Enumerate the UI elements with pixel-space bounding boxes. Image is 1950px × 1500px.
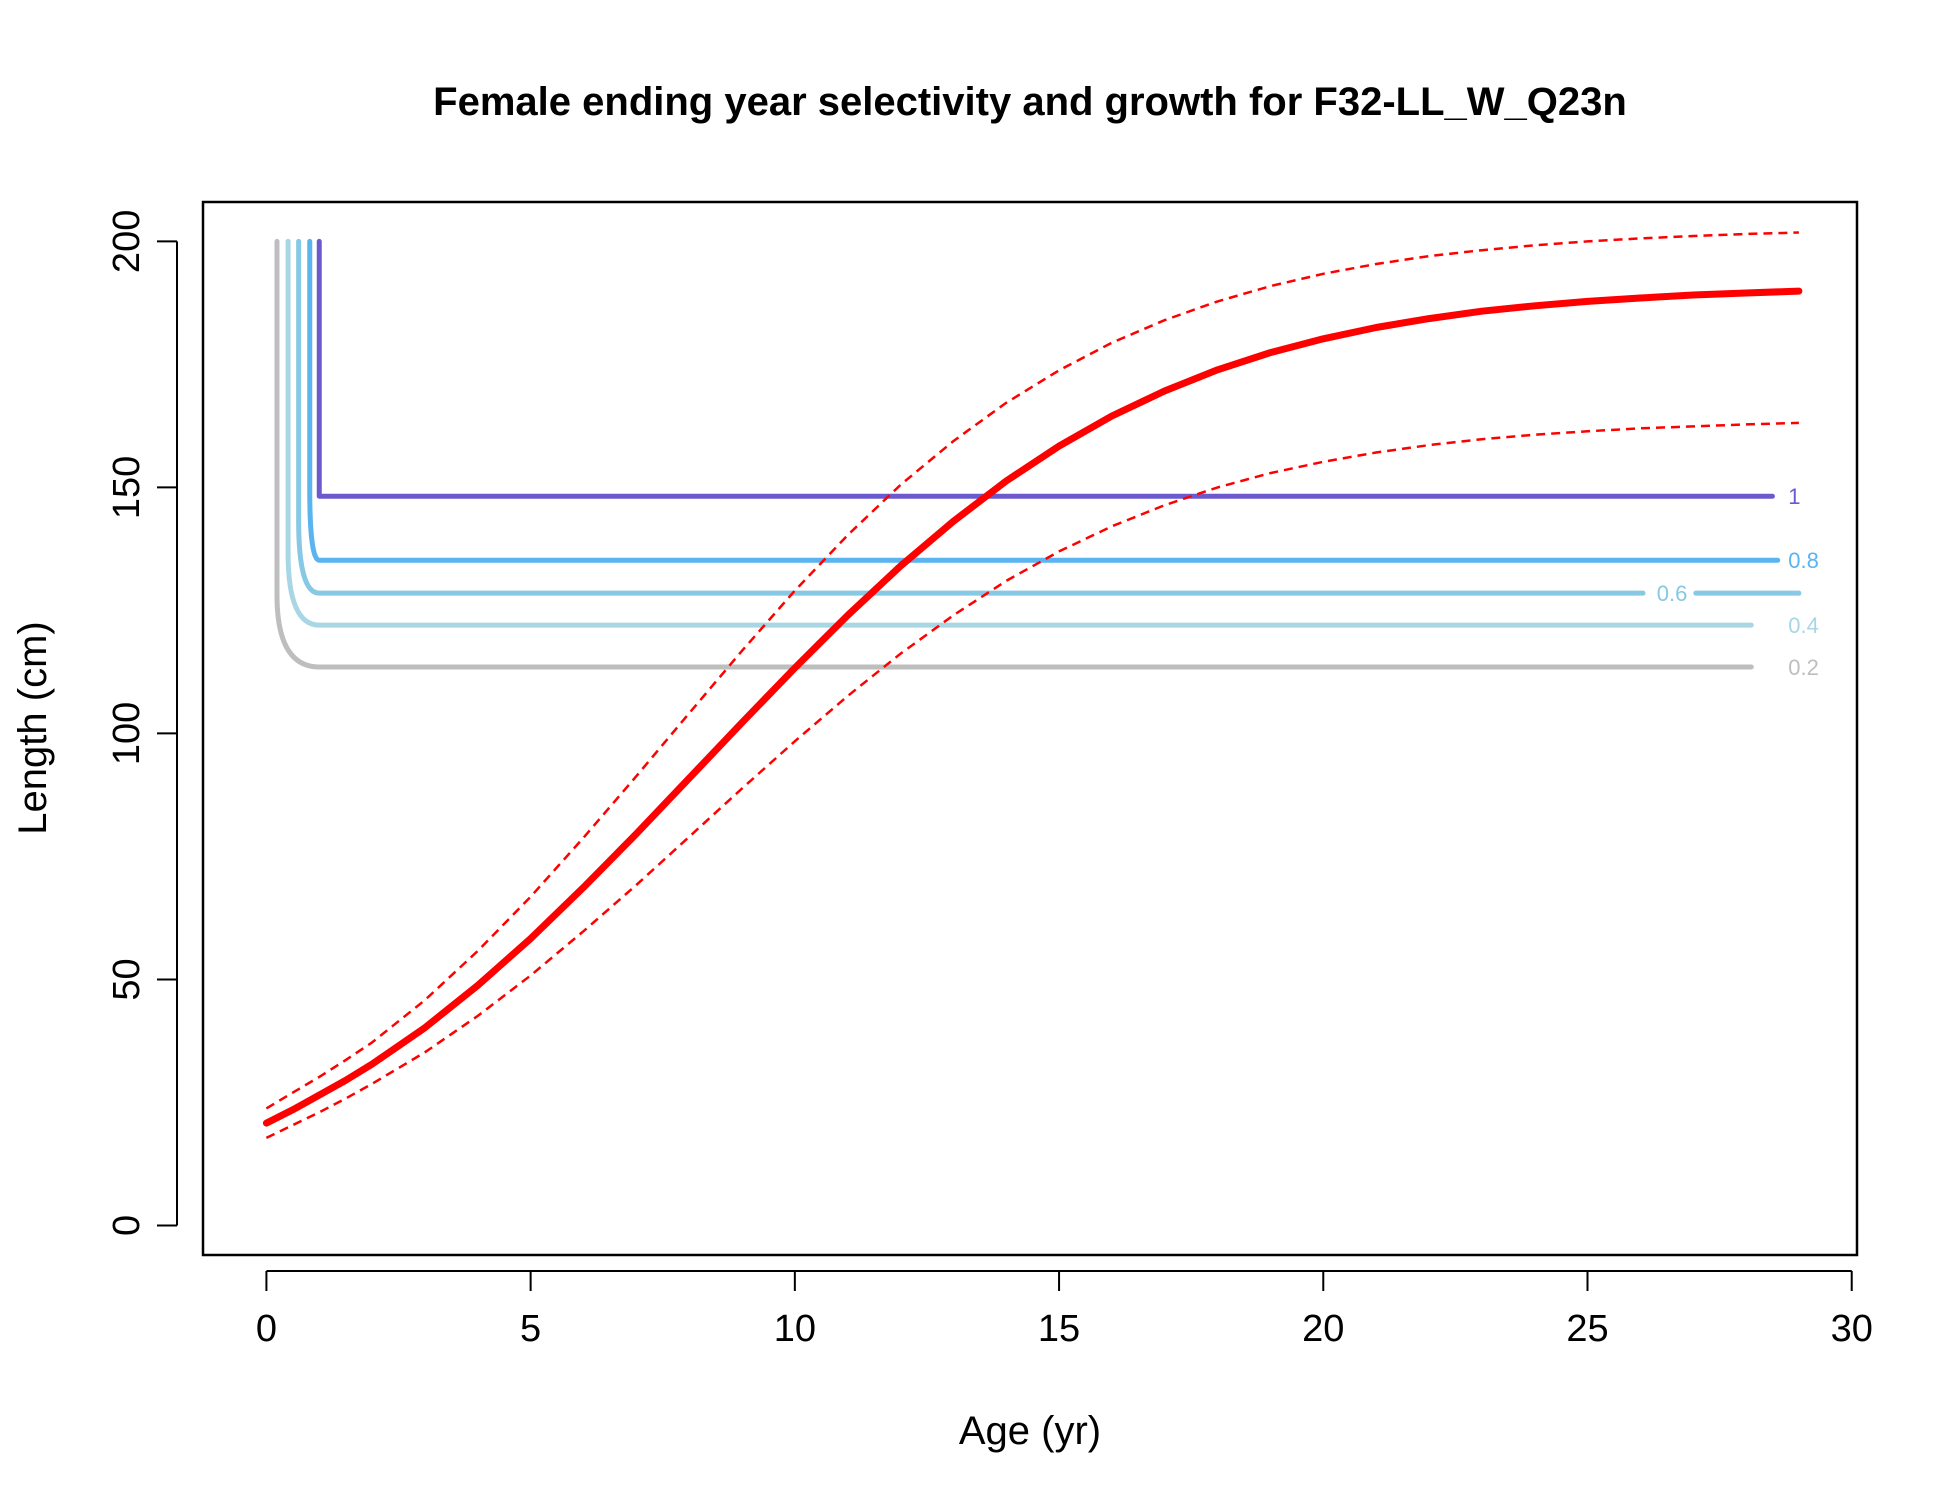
growth-mean-line xyxy=(262,287,1803,1127)
selectivity-contours: 1 0.8 0.6 0.4 0.2 xyxy=(274,238,1819,680)
y-tick-label: 100 xyxy=(106,702,148,765)
x-tick-label: 25 xyxy=(1566,1308,1608,1350)
x-tick-label: 20 xyxy=(1302,1308,1344,1350)
contour-label-0-6: 0.6 xyxy=(1657,581,1688,606)
x-axis-label: Age (yr) xyxy=(959,1409,1101,1453)
contour-label-0-8: 0.8 xyxy=(1788,548,1819,573)
x-tick-label: 5 xyxy=(520,1308,541,1350)
y-tick-label: 0 xyxy=(106,1215,148,1236)
growth-curves xyxy=(262,231,1803,1140)
y-axis-label: Length (cm) xyxy=(11,621,55,834)
contour-label-0-4: 0.4 xyxy=(1788,613,1819,638)
x-tick-label: 30 xyxy=(1831,1308,1873,1350)
growth-upper-ci-line xyxy=(265,231,1799,1110)
selectivity-contour-1 xyxy=(316,238,1775,499)
selectivity-contour-0-8 xyxy=(307,238,1781,563)
selectivity-contour-0-2 xyxy=(274,238,1754,670)
chart-title: Female ending year selectivity and growt… xyxy=(433,80,1627,124)
growth-lower-ci-line xyxy=(265,421,1799,1140)
y-tick-label: 50 xyxy=(106,958,148,1000)
x-axis: 0 5 10 15 20 25 30 xyxy=(256,1270,1873,1350)
selectivity-contour-0-6 xyxy=(296,238,1802,596)
y-axis: 0 50 100 150 200 xyxy=(106,210,178,1236)
x-tick-label: 10 xyxy=(774,1308,816,1350)
plot-frame xyxy=(201,200,1859,1257)
selectivity-contour-0-4 xyxy=(285,238,1754,628)
y-tick-label: 200 xyxy=(106,210,148,273)
contour-label-0-2: 0.2 xyxy=(1788,655,1819,680)
x-tick-label: 15 xyxy=(1038,1308,1080,1350)
contour-label-1: 1 xyxy=(1788,484,1800,509)
y-tick-label: 150 xyxy=(106,456,148,519)
x-tick-label: 0 xyxy=(256,1308,277,1350)
